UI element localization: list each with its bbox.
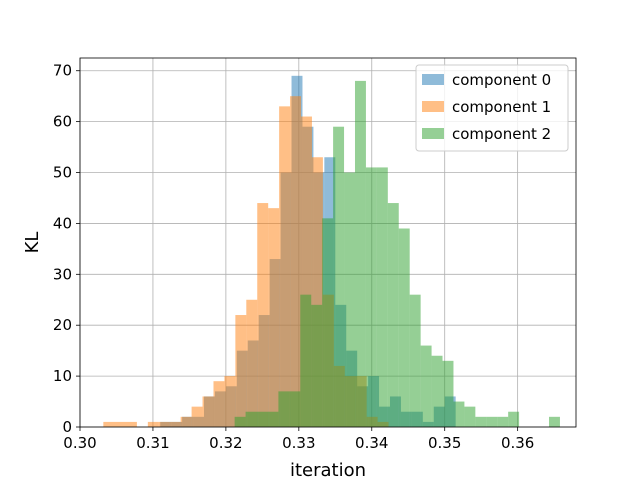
histogram-bar	[453, 401, 465, 427]
legend-label: component 2	[452, 125, 551, 143]
histogram-bar	[180, 416, 192, 427]
y-tick-label: 30	[53, 265, 72, 283]
histogram-bar	[235, 315, 247, 427]
histogram-bar	[322, 218, 334, 427]
histogram-bar	[344, 172, 355, 427]
y-tick-label: 0	[62, 418, 72, 436]
x-tick-label: 0.33	[282, 434, 315, 452]
histogram-bars	[103, 75, 560, 428]
histogram-bar	[246, 299, 258, 427]
x-tick-label: 0.32	[209, 434, 242, 452]
histogram-bar	[103, 421, 137, 427]
x-axis-label: iteration	[290, 460, 366, 480]
histogram-bar	[191, 406, 203, 427]
histogram-bar	[279, 106, 291, 428]
histogram-bar	[245, 411, 257, 427]
histogram-bar	[497, 416, 509, 427]
histogram-bar	[289, 391, 301, 427]
legend: component 0 component 1 component 2	[415, 64, 569, 152]
histogram-bar	[300, 294, 312, 427]
histogram-bar	[365, 167, 377, 427]
histogram-bar	[267, 411, 279, 427]
x-tick-label: 0.30	[63, 434, 96, 452]
histogram-bar	[301, 116, 312, 427]
histogram-bar	[290, 96, 302, 427]
y-tick-label: 10	[53, 367, 72, 385]
histogram-bar	[158, 421, 170, 427]
histogram-bar	[268, 208, 280, 427]
legend-swatch	[422, 74, 444, 85]
legend-box	[415, 64, 569, 152]
histogram-bar	[475, 416, 487, 427]
histogram-bar	[147, 421, 159, 427]
histogram-bar	[420, 345, 432, 427]
histogram-bar	[486, 416, 498, 427]
y-tick-label: 50	[53, 164, 72, 182]
series-bars-2	[234, 80, 560, 428]
y-tick-label: 20	[53, 316, 72, 334]
histogram-bar	[431, 355, 443, 427]
histogram-bar	[256, 411, 268, 427]
y-tick-label: 40	[53, 214, 72, 232]
legend-label: component 0	[452, 71, 551, 89]
x-tick-label: 0.31	[136, 434, 169, 452]
histogram-bar	[311, 157, 323, 427]
histogram-bar	[257, 203, 269, 427]
histogram-bar	[409, 294, 421, 427]
histogram-bar	[311, 304, 323, 427]
histogram-bar	[442, 360, 454, 427]
histogram-bar	[549, 416, 560, 427]
x-tick-label: 0.34	[355, 434, 388, 452]
histogram-bar	[202, 396, 214, 427]
histogram-bar	[376, 167, 388, 427]
histogram-bar	[169, 421, 181, 427]
histogram-bar	[387, 203, 399, 427]
legend-swatch	[422, 128, 444, 139]
histogram-bar	[213, 381, 225, 427]
legend-label: component 1	[452, 98, 551, 116]
legend-swatch	[422, 101, 444, 112]
x-tick-label: 0.35	[428, 434, 461, 452]
histogram-bar	[224, 376, 236, 427]
histogram-bar	[508, 411, 520, 427]
y-tick-label: 60	[53, 113, 72, 131]
histogram-bar	[354, 80, 366, 428]
histogram-bar	[333, 126, 345, 428]
y-axis-label: KL	[22, 232, 43, 254]
plot-frame	[79, 57, 577, 428]
histogram-bar	[234, 416, 246, 427]
y-axis-ticks: 0 10 20 30 40 50 60 70	[53, 62, 80, 436]
x-axis-ticks: 0.30 0.31 0.32 0.33 0.34 0.35 0.36	[63, 427, 534, 452]
y-tick-label: 70	[53, 62, 72, 80]
histogram-bar	[398, 228, 410, 427]
histogram-bar	[464, 406, 476, 427]
x-tick-label: 0.36	[501, 434, 534, 452]
histogram-bar	[278, 391, 290, 427]
